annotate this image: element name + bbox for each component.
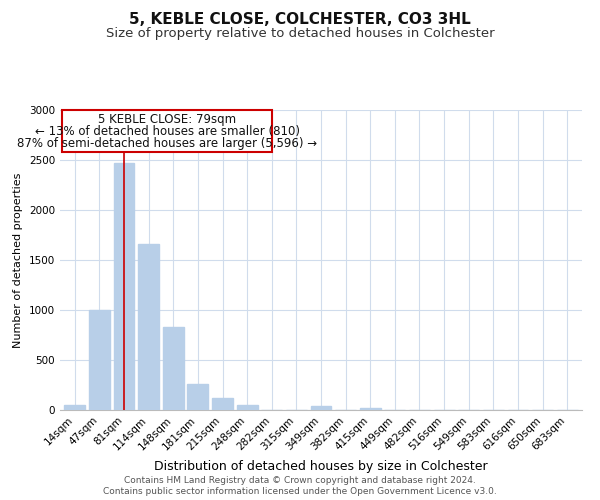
Text: 5, KEBLE CLOSE, COLCHESTER, CO3 3HL: 5, KEBLE CLOSE, COLCHESTER, CO3 3HL: [129, 12, 471, 28]
Bar: [113, 163, 134, 410]
Bar: [311, 406, 331, 410]
Text: ← 13% of detached houses are smaller (810): ← 13% of detached houses are smaller (81…: [35, 125, 299, 138]
Text: 87% of semi-detached houses are larger (5,596) →: 87% of semi-detached houses are larger (…: [17, 137, 317, 150]
Bar: [212, 398, 233, 410]
Bar: [64, 404, 85, 410]
FancyBboxPatch shape: [62, 110, 272, 152]
Bar: [89, 310, 110, 410]
Bar: [138, 244, 159, 410]
Bar: [163, 327, 184, 410]
Text: Contains HM Land Registry data © Crown copyright and database right 2024.: Contains HM Land Registry data © Crown c…: [124, 476, 476, 485]
Bar: [187, 384, 208, 410]
Text: Contains public sector information licensed under the Open Government Licence v3: Contains public sector information licen…: [103, 487, 497, 496]
Text: Size of property relative to detached houses in Colchester: Size of property relative to detached ho…: [106, 28, 494, 40]
Y-axis label: Number of detached properties: Number of detached properties: [13, 172, 23, 348]
Bar: [236, 405, 257, 410]
Text: 5 KEBLE CLOSE: 79sqm: 5 KEBLE CLOSE: 79sqm: [98, 113, 236, 126]
Bar: [360, 408, 381, 410]
X-axis label: Distribution of detached houses by size in Colchester: Distribution of detached houses by size …: [154, 460, 488, 473]
